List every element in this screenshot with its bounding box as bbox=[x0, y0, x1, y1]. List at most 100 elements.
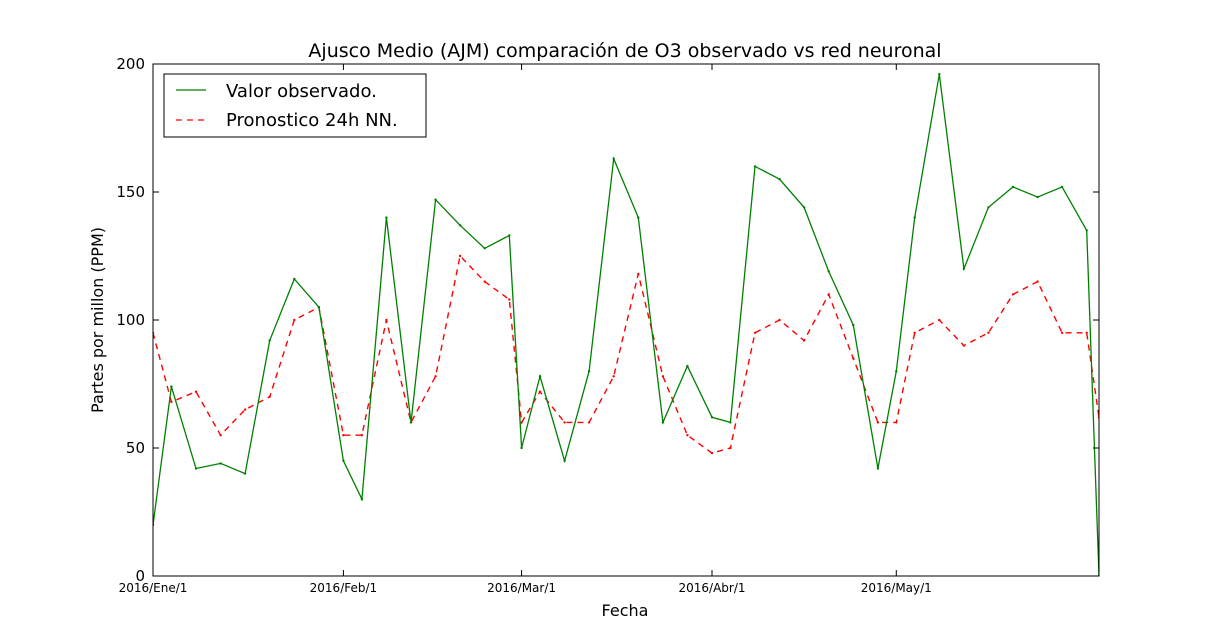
observed-point bbox=[1011, 185, 1015, 189]
forecast-point bbox=[729, 446, 732, 450]
forecast-point bbox=[876, 421, 880, 424]
chart-title: Ajusco Medio (AJM) comparación de O3 obs… bbox=[308, 40, 941, 62]
observed-point bbox=[729, 421, 732, 424]
forecast-point bbox=[1036, 280, 1039, 283]
observed-point bbox=[661, 421, 665, 424]
x-axis-label: Fecha bbox=[602, 601, 649, 620]
observed-point bbox=[483, 247, 486, 250]
y-tick-label: 50 bbox=[126, 439, 145, 457]
x-tick-label: 2016/Mar/1 bbox=[487, 581, 556, 595]
forecast-point bbox=[938, 318, 941, 322]
series-layer bbox=[153, 73, 1099, 576]
observed-point bbox=[194, 467, 198, 470]
forecast-point bbox=[827, 293, 830, 296]
observed-point bbox=[612, 157, 615, 160]
forecast-point bbox=[637, 272, 640, 276]
legend-entry-forecast: Pronostico 24h NN. bbox=[226, 110, 398, 131]
observed-point bbox=[827, 270, 830, 273]
y-tick-label: 100 bbox=[116, 311, 145, 329]
forecast-point bbox=[194, 390, 198, 393]
forecast-point bbox=[219, 434, 222, 437]
observed-point bbox=[1036, 195, 1039, 199]
observed-point bbox=[268, 339, 271, 342]
observed-point bbox=[360, 498, 364, 501]
observed-point bbox=[520, 446, 523, 450]
observed-point bbox=[637, 216, 640, 219]
y-tick-label: 0 bbox=[135, 567, 145, 585]
legend: Valor observado. Pronostico 24h NN. bbox=[163, 73, 427, 138]
observed-point bbox=[587, 370, 591, 373]
forecast-point bbox=[587, 421, 591, 424]
observed-point bbox=[778, 178, 781, 181]
observed-point bbox=[243, 472, 247, 475]
y-axis: 0 50 100 150 200 bbox=[116, 55, 1099, 585]
forecast-point bbox=[360, 434, 364, 437]
observed-point bbox=[895, 370, 898, 373]
observed-point bbox=[342, 459, 345, 462]
forecast-point bbox=[1060, 331, 1064, 334]
observed-point bbox=[317, 306, 321, 309]
observed-point bbox=[686, 364, 689, 368]
observed-point bbox=[852, 323, 855, 327]
x-tick-label: 2016/Feb/1 bbox=[310, 581, 378, 595]
observed-point bbox=[538, 375, 542, 378]
forecast-point bbox=[802, 339, 806, 342]
observed-point bbox=[434, 198, 437, 201]
forecast-point bbox=[483, 280, 486, 283]
forecast-point bbox=[962, 344, 966, 347]
observed-point bbox=[563, 459, 566, 462]
forecast-point bbox=[710, 451, 714, 455]
x-axis: 2016/Ene/1 2016/Feb/1 2016/Mar/1 2016/Abr/1… bbox=[119, 64, 932, 595]
observed-point bbox=[987, 206, 990, 209]
x-tick-label: 2016/May/1 bbox=[861, 581, 932, 595]
observed-point bbox=[170, 385, 173, 388]
forecast-point bbox=[563, 421, 566, 424]
forecast-point bbox=[661, 375, 665, 378]
y-tick-label: 150 bbox=[116, 183, 145, 201]
x-tick-label: 2016/Ene/1 bbox=[119, 581, 188, 595]
forecast-point bbox=[385, 318, 388, 322]
series-line-forecast bbox=[153, 254, 1099, 454]
forecast-point bbox=[342, 434, 345, 437]
observed-point bbox=[710, 416, 714, 419]
observed-point bbox=[802, 206, 806, 209]
series-line-observed bbox=[153, 74, 1099, 576]
forecast-point bbox=[686, 434, 689, 437]
observed-point bbox=[219, 462, 222, 465]
forecast-point bbox=[1085, 331, 1088, 334]
observed-point bbox=[938, 73, 941, 76]
observed-point bbox=[913, 216, 916, 219]
forecast-point bbox=[434, 375, 437, 378]
forecast-point bbox=[1011, 293, 1015, 296]
forecast-point bbox=[243, 408, 247, 411]
forecast-point bbox=[612, 375, 615, 378]
y-axis-label: Partes por millon (PPM) bbox=[88, 227, 107, 413]
observed-point bbox=[385, 216, 388, 219]
forecast-point bbox=[170, 400, 173, 404]
y-tick-label: 200 bbox=[116, 55, 145, 73]
forecast-point bbox=[895, 421, 898, 424]
legend-entry-observed: Valor observado. bbox=[226, 81, 377, 102]
forecast-point bbox=[987, 331, 990, 334]
forecast-point bbox=[538, 390, 542, 393]
forecast-point bbox=[458, 254, 462, 258]
forecast-point bbox=[778, 318, 781, 322]
observed-point bbox=[409, 421, 413, 424]
observed-point bbox=[508, 234, 511, 237]
observed-point bbox=[753, 165, 757, 168]
forecast-point bbox=[852, 357, 855, 360]
forecast-point bbox=[913, 331, 916, 334]
legend-box bbox=[163, 73, 427, 138]
forecast-point bbox=[753, 331, 757, 334]
observed-point bbox=[293, 277, 296, 281]
forecast-point bbox=[508, 298, 511, 301]
observed-point bbox=[876, 467, 880, 470]
observed-point bbox=[962, 267, 966, 270]
observed-point bbox=[458, 224, 462, 227]
observed-point bbox=[1060, 185, 1064, 189]
forecast-point bbox=[293, 318, 296, 322]
observed-point bbox=[1085, 229, 1088, 232]
x-tick-label: 2016/Abr/1 bbox=[678, 581, 745, 595]
forecast-point bbox=[268, 395, 271, 398]
